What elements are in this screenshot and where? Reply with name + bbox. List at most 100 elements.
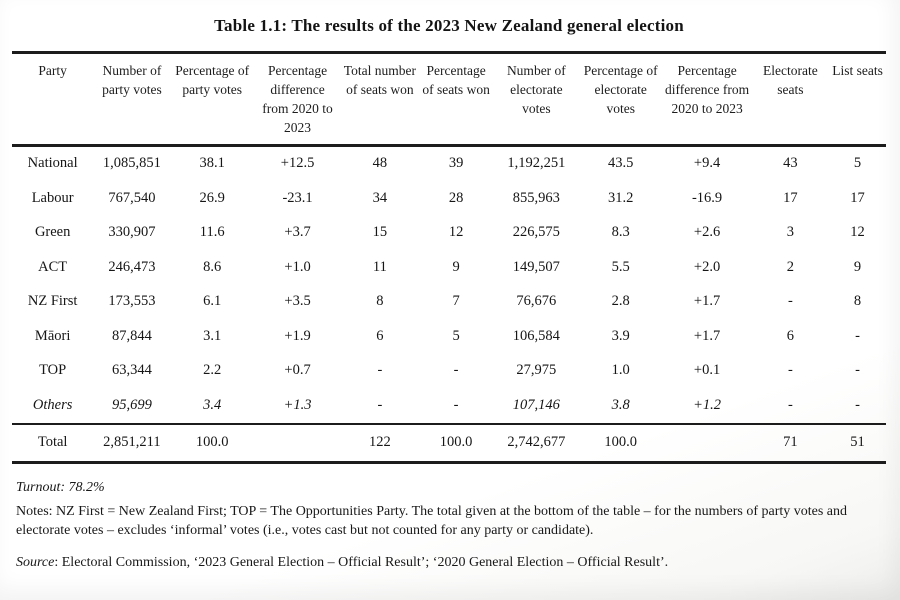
table-cell: NZ First xyxy=(27,293,78,310)
total-cell xyxy=(253,422,342,464)
notes-text: Notes: NZ First = New Zealand First; TOP… xyxy=(16,503,848,539)
table-cell: 2 xyxy=(786,258,795,275)
table-footer: Total 2,851,211 100.0 122 100.0 2,742,67… xyxy=(12,422,886,464)
table-cell: 2.2 xyxy=(203,362,222,379)
total-row: Total 2,851,211 100.0 122 100.0 2,742,67… xyxy=(12,422,886,464)
table-cell: 5 xyxy=(452,327,460,344)
table-row: Māori 87,844 3.1 +1.9 6 5 106,584 3.9 +1… xyxy=(12,319,886,354)
table-cell: 6 xyxy=(376,327,384,344)
table-cell: - xyxy=(855,362,860,379)
table-cell: +9.4 xyxy=(693,155,721,172)
table-cell: +3.5 xyxy=(284,293,311,310)
table-cell: - xyxy=(787,293,793,310)
table-cell: 173,553 xyxy=(108,293,156,310)
table-cell: Māori xyxy=(34,327,71,344)
table-cell: 107,146 xyxy=(512,396,560,413)
table-cell: +2.6 xyxy=(693,224,721,241)
table-cell: 1,085,851 xyxy=(102,155,161,172)
column-header-total-seats: Total number of seats won xyxy=(341,51,419,147)
table-cell: 39 xyxy=(448,155,464,172)
table-cell: 76,676 xyxy=(516,293,557,310)
table-cell: +1.7 xyxy=(693,327,721,344)
table-cell: - xyxy=(377,362,383,379)
table-cell: 5 xyxy=(853,155,862,172)
table-cell: 8.3 xyxy=(611,224,630,241)
table-cell: 28 xyxy=(448,189,464,206)
table-cell: 9 xyxy=(452,258,460,275)
table-cell: 63,344 xyxy=(111,362,152,379)
turnout-note: Turnout: 78.2% xyxy=(16,479,105,495)
table-cell: 87,844 xyxy=(111,327,152,344)
column-header-list-seats: List seats xyxy=(829,51,886,147)
table-cell: - xyxy=(855,396,860,413)
table-cell: 15 xyxy=(372,224,388,241)
table-cell: 38.1 xyxy=(199,155,225,172)
table-cell: 767,540 xyxy=(108,189,156,206)
table-cell: 34 xyxy=(372,189,388,206)
source-label: Source xyxy=(16,554,55,570)
total-cell: 71 xyxy=(751,422,830,464)
table-cell: 2.8 xyxy=(611,293,630,310)
table-cell: ACT xyxy=(38,258,68,275)
column-header-party-pct-diff: Percentage difference from 2020 to 2023 xyxy=(253,51,342,147)
table-cell: +0.1 xyxy=(693,362,721,379)
total-cell: 51 xyxy=(829,422,886,464)
table-cell: Green xyxy=(34,224,71,241)
table-cell: TOP xyxy=(39,362,67,379)
table-cell: 95,699 xyxy=(111,396,152,413)
table-row: ACT 246,473 8.6 +1.0 11 9 149,507 5.5 +2… xyxy=(12,250,886,285)
table-cell: 6.1 xyxy=(203,293,222,310)
table-row: National 1,085,851 38.1 +12.5 48 39 1,19… xyxy=(12,145,886,181)
column-header-electorate-pct-diff: Percentage difference from 2020 to 2023 xyxy=(662,51,752,147)
table-cell: +3.7 xyxy=(284,224,311,241)
table-cell: 8 xyxy=(853,293,862,310)
source-text: Source: Electoral Commission, ‘2023 Gene… xyxy=(16,553,882,572)
column-header-electorate-votes-pct: Percentage of electorate votes xyxy=(579,51,663,147)
table-cell: +0.7 xyxy=(284,362,311,379)
table-cell: +1.2 xyxy=(693,396,722,413)
total-cell: 100.0 xyxy=(170,422,254,464)
table-cell: - xyxy=(787,362,793,379)
table-cell: 9 xyxy=(853,258,862,275)
table-cell: 3.1 xyxy=(203,327,222,344)
table-cell: 12 xyxy=(448,224,464,241)
table-cell: 11 xyxy=(372,258,387,275)
total-cell xyxy=(662,422,752,464)
total-cell: 122 xyxy=(341,422,419,464)
table-cell: 12 xyxy=(850,224,865,241)
table-cell: -23.1 xyxy=(282,189,313,206)
header-row: Party Number of party votes Percentage o… xyxy=(12,51,886,147)
table-cell: 11.6 xyxy=(199,224,225,241)
table-cell: +1.3 xyxy=(283,396,312,413)
table-body: National 1,085,851 38.1 +12.5 48 39 1,19… xyxy=(12,145,886,424)
table-cell: 3.4 xyxy=(203,396,222,413)
table-cell: 246,473 xyxy=(108,258,156,275)
table-cell: 1.0 xyxy=(611,362,630,379)
total-cell: 2,851,211 xyxy=(93,422,171,464)
column-header-party-votes-pct: Percentage of party votes xyxy=(170,51,254,147)
table-row: NZ First 173,553 6.1 +3.5 8 7 76,676 2.8… xyxy=(12,285,886,320)
table-cell: 226,575 xyxy=(512,224,560,241)
source-detail: : Electoral Commission, ‘2023 General El… xyxy=(54,554,669,570)
total-cell: Total xyxy=(12,422,94,464)
election-results-table: Party Number of party votes Percentage o… xyxy=(12,51,886,464)
table-cell: 106,584 xyxy=(512,327,560,344)
table-cell: - xyxy=(453,362,459,379)
table-cell: 27,975 xyxy=(516,362,557,379)
table-cell: National xyxy=(27,155,78,172)
table-cell: 43 xyxy=(783,155,798,172)
total-cell: 2,742,677 xyxy=(493,422,580,464)
table-cell: 3.8 xyxy=(611,396,630,413)
table-cell: - xyxy=(855,327,860,344)
table-cell: 48 xyxy=(372,155,388,172)
table-footnotes: Turnout: 78.2% Notes: NZ First = New Zea… xyxy=(16,478,882,572)
table-cell: 31.2 xyxy=(608,189,634,206)
table-cell: 5.5 xyxy=(611,258,630,275)
table-cell: 6 xyxy=(786,327,795,344)
table-cell: 3.9 xyxy=(611,327,630,344)
column-header-party-votes: Number of party votes xyxy=(93,51,171,147)
table-cell: +1.7 xyxy=(693,293,721,310)
table-cell: - xyxy=(787,396,793,413)
table-header: Party Number of party votes Percentage o… xyxy=(12,51,886,147)
table-cell: 855,963 xyxy=(512,189,560,206)
